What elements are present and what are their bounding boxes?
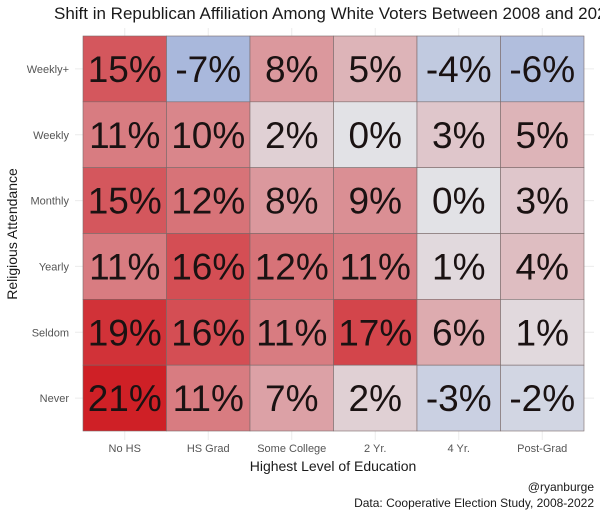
y-tick-label: Seldom (32, 327, 69, 339)
cell-value-label: 11% (89, 246, 160, 287)
cell-value-label: 7% (265, 378, 318, 419)
cell-value-label: 16% (171, 312, 245, 353)
cell-value-label: 0% (349, 115, 402, 156)
cell-value-label: 1% (432, 246, 485, 287)
heatmap-cell (500, 233, 585, 300)
chart-title: Shift in Republican Affiliation Among Wh… (54, 4, 600, 23)
heatmap-cell (249, 167, 334, 234)
cell-value-label: 4% (516, 246, 569, 287)
heatmap-cell (166, 299, 251, 366)
cell-value-label: -3% (426, 378, 492, 419)
heatmap-cell (82, 101, 167, 168)
cell-value-label: 11% (173, 378, 244, 419)
heatmap-cell (416, 299, 501, 366)
cell-value-label: 8% (265, 49, 318, 90)
heatmap-cell (500, 167, 585, 234)
heatmap-cell (416, 233, 501, 300)
y-tick-label: Yearly (39, 261, 70, 273)
heatmap-cell (500, 101, 585, 168)
y-tick-label: Weekly (33, 130, 69, 142)
cell-value-label: 0% (432, 181, 485, 222)
cell-value-label: -2% (509, 378, 575, 419)
x-tick-label: Post-Grad (517, 443, 567, 455)
heatmap-cell (166, 101, 251, 168)
y-tick-label: Never (40, 393, 70, 405)
cell-value-label: 21% (88, 378, 162, 419)
heatmap-cell (249, 35, 334, 103)
heatmap-cell (500, 299, 585, 366)
heatmap-cell (249, 101, 334, 168)
heatmap-cell (82, 364, 167, 432)
cell-value-label: 19% (88, 312, 162, 353)
cell-value-label: 10% (171, 115, 245, 156)
caption-source: Data: Cooperative Election Study, 2008-2… (354, 496, 594, 510)
heatmap-cell (166, 364, 251, 432)
caption-author: @ryanburge (528, 480, 595, 494)
cell-value-label: 6% (432, 312, 485, 353)
cell-value-label: -7% (175, 49, 241, 90)
cell-value-label: -4% (426, 49, 492, 90)
heatmap-cell (333, 233, 418, 300)
heatmap-cell (416, 167, 501, 234)
cell-value-label: 2% (265, 115, 318, 156)
y-tick-label: Weekly+ (27, 64, 69, 76)
heatmap-cell (333, 101, 418, 168)
heatmap-cell (249, 299, 334, 366)
cell-value-label: 3% (516, 181, 569, 222)
heatmap-cell (82, 35, 167, 103)
heatmap-cells: 15% -7% 8% 5% -4% -6%11% 10% 2% 0% 3% 5%15% 12% 8% 9%… (82, 35, 585, 432)
x-axis-title: Highest Level of Education (250, 458, 417, 474)
cell-value-label: 11% (256, 312, 327, 353)
cell-value-label: 15% (88, 49, 162, 90)
heatmap-cell (500, 364, 585, 432)
heatmap-cell (249, 364, 334, 432)
heatmap-cell (166, 35, 251, 103)
x-tick-label: Some College (257, 443, 326, 455)
cell-value-label: 5% (516, 115, 569, 156)
cell-value-label: 9% (349, 181, 402, 222)
x-tick-label: 4 Yr. (448, 443, 470, 455)
heatmap-cell (82, 233, 167, 300)
heatmap-cell (416, 35, 501, 103)
y-axis-ticks: Weekly+ Weekly Monthly Yearly Seldom Never (27, 64, 70, 405)
heatmap-cell (416, 364, 501, 432)
x-tick-label: 2 Yr. (364, 443, 386, 455)
cell-value-label: 15% (88, 181, 162, 222)
cell-value-label: 8% (265, 181, 318, 222)
x-tick-label: No HS (109, 443, 141, 455)
cell-value-label: 12% (171, 181, 245, 222)
heatmap-cell (416, 101, 501, 168)
cell-value-label: 5% (349, 49, 402, 90)
cell-value-label: -6% (509, 49, 575, 90)
heatmap-cell (166, 167, 251, 234)
heatmap-cell (333, 167, 418, 234)
cell-value-label: 3% (432, 115, 485, 156)
cell-value-label: 1% (516, 312, 569, 353)
y-axis-title: Religious Attendance (4, 168, 20, 300)
cell-value-label: 16% (171, 246, 245, 287)
heatmap-cell (166, 233, 251, 300)
cell-value-label: 2% (349, 378, 402, 419)
cell-value-label: 11% (340, 246, 411, 287)
cell-value-label: 17% (338, 312, 412, 353)
x-axis-ticks: No HS HS Grad Some College 2 Yr. 4 Yr. Post-G… (109, 443, 568, 455)
x-tick-label: HS Grad (187, 443, 230, 455)
y-tick-label: Monthly (30, 196, 69, 208)
cell-value-label: 11% (89, 115, 160, 156)
heatmap-cell (333, 35, 418, 103)
cell-value-label: 12% (255, 246, 329, 287)
